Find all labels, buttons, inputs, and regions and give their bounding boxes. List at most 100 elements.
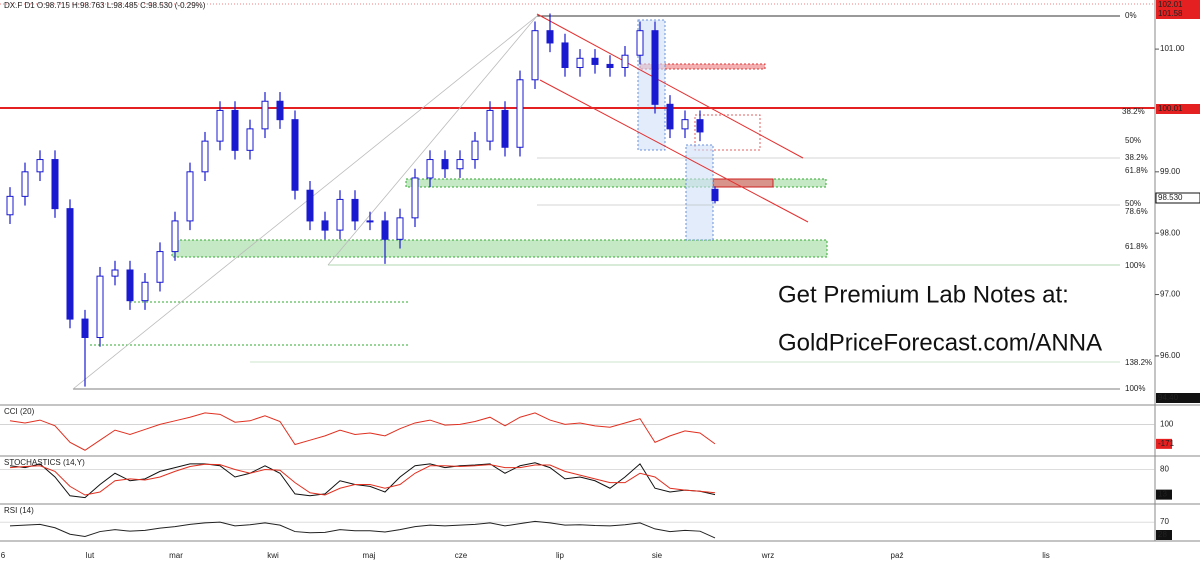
channel-line: [539, 79, 809, 223]
candle-body: [711, 188, 719, 202]
y-tick-label: 70: [1160, 517, 1169, 526]
price-label: 98.530: [1158, 193, 1183, 202]
y-tick-label: 98.00: [1160, 228, 1181, 237]
candle-body: [6, 195, 14, 216]
candle-body: [171, 220, 179, 253]
resistance-box: [694, 114, 761, 151]
promo-text: Get Premium Lab Notes at:: [778, 281, 1069, 308]
resistance-zone: [712, 178, 774, 188]
price-label: 100.01: [1158, 104, 1183, 113]
candle-body: [426, 159, 434, 179]
candle-body: [306, 189, 314, 222]
price-box: [1156, 9, 1200, 19]
candle-body: [231, 109, 239, 151]
value-box: [1156, 438, 1172, 449]
candle-body: [516, 79, 524, 148]
trend-line: [72, 15, 538, 390]
support-zone: [405, 178, 827, 188]
candle-body: [576, 57, 584, 69]
candle-body: [366, 220, 374, 223]
candle-body: [501, 109, 509, 148]
value-box: [1156, 489, 1172, 500]
candle-body: [276, 100, 284, 121]
support-zone: [171, 239, 828, 258]
x-tick-label: lip: [556, 551, 565, 560]
candle-body: [156, 251, 164, 283]
value-label: 28: [1158, 530, 1167, 539]
candle-body: [51, 159, 59, 210]
candle-body: [66, 208, 74, 320]
candle-body: [396, 217, 404, 240]
candle-body: [621, 54, 629, 68]
candle-body: [411, 177, 419, 219]
indicator-line: [9, 412, 716, 451]
fib-label: 50%: [1125, 199, 1141, 208]
indicator-name: RSI (14): [4, 506, 34, 515]
candle-body: [381, 220, 389, 240]
fib-label: 78.6%: [1125, 207, 1148, 216]
fib-label: 61.8%: [1125, 242, 1148, 251]
x-tick-label: sie: [652, 551, 663, 560]
header: DX.F D1 O:98.715 H:98.763 L:98.485 C:98.…: [4, 1, 206, 10]
indicator-line: [9, 463, 716, 496]
candle-body: [606, 63, 614, 68]
x-tick-label: lut: [86, 551, 95, 560]
price-box: [1156, 0, 1200, 10]
trend-line: [327, 15, 538, 266]
value-label: 13: [1158, 490, 1167, 499]
y-tick-label: 100: [1160, 420, 1174, 429]
range-box: [685, 144, 714, 241]
x-tick-label: lis: [1042, 551, 1050, 560]
value-box: [1156, 530, 1172, 540]
x-tick-label: 6: [1, 551, 6, 560]
x-tick-label: wrz: [761, 551, 774, 560]
candle-body: [351, 198, 359, 222]
candle-body: [201, 140, 209, 173]
indicator-name: STOCHASTICS (14,Y): [4, 458, 85, 467]
y-tick-label: 96.00: [1160, 351, 1181, 360]
x-tick-label: mar: [169, 551, 183, 560]
candle-body: [96, 275, 104, 338]
candle-body: [471, 140, 479, 161]
price-label: 102.01: [1158, 0, 1183, 9]
candle-body: [591, 57, 599, 65]
fib-label: 138.2%: [1125, 358, 1152, 367]
fib-label: 0%: [1125, 11, 1137, 20]
candle-body: [246, 128, 254, 151]
candle-body: [546, 30, 554, 44]
fib-label: 100%: [1125, 261, 1145, 270]
candle-body: [111, 269, 119, 277]
candle-body: [486, 109, 494, 142]
candle-body: [696, 119, 704, 133]
promo-text: GoldPriceForecast.com/ANNA: [778, 329, 1102, 356]
price-label: 94.40: [1158, 393, 1179, 402]
fib-label: 38.2%: [1122, 107, 1145, 116]
candle-body: [36, 159, 44, 173]
y-tick-label: 101.00: [1160, 44, 1185, 53]
candle-body: [531, 30, 539, 81]
candle-body: [441, 159, 449, 170]
price-box: [1156, 393, 1200, 403]
candle-body: [126, 269, 134, 302]
candle-body: [21, 171, 29, 197]
fib-label: 61.8%: [1125, 166, 1148, 175]
y-tick-label: 99.00: [1160, 167, 1181, 176]
channel-line: [536, 13, 804, 159]
candle-body: [666, 103, 674, 130]
price-box: [1155, 192, 1200, 204]
candle-body: [186, 171, 194, 222]
candle-body: [336, 198, 344, 231]
candle-body: [456, 159, 464, 170]
fib-label: 50%: [1125, 136, 1141, 145]
candle-body: [636, 30, 644, 56]
price-box: [1156, 104, 1200, 114]
price-label: 101.58: [1158, 9, 1183, 18]
y-tick-label: 97.00: [1160, 290, 1181, 299]
x-tick-label: maj: [363, 551, 376, 560]
candle-body: [81, 318, 89, 339]
fib-label: 38.2%: [1125, 153, 1148, 162]
value-label: -171: [1158, 439, 1175, 448]
candle-body: [681, 119, 689, 130]
